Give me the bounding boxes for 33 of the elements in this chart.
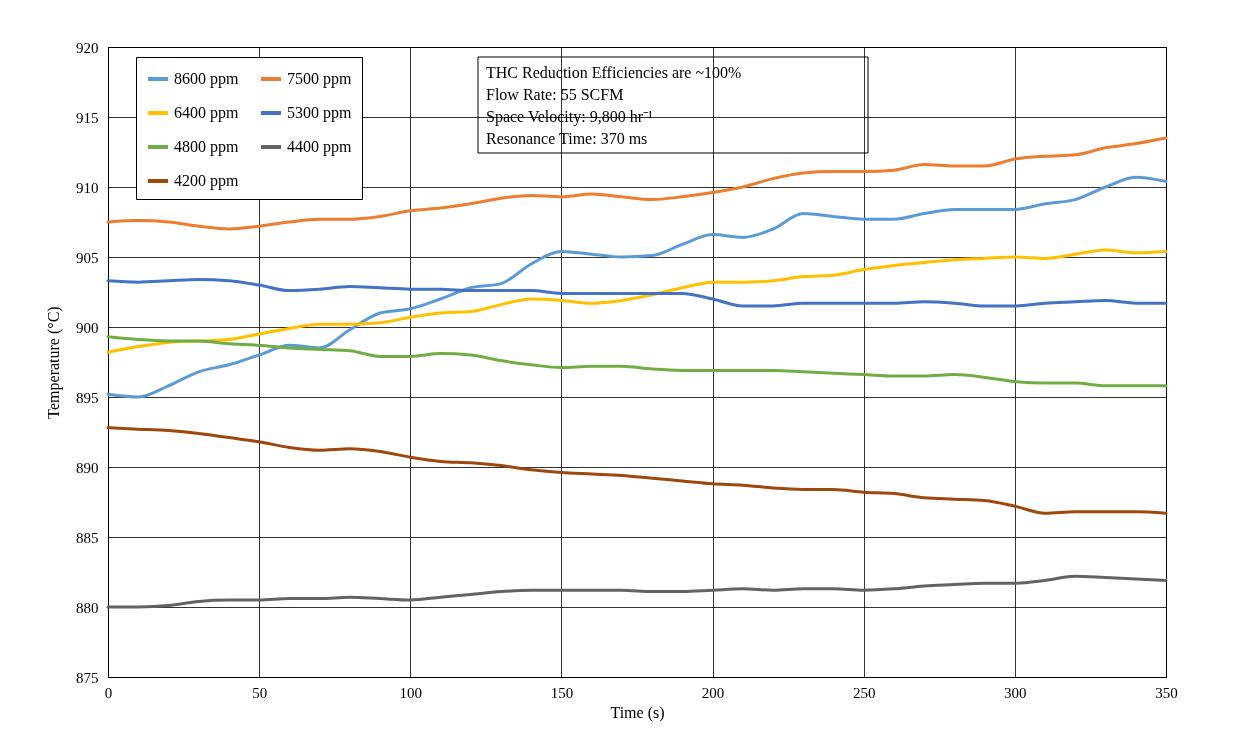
- x-tick-label: 150: [550, 684, 574, 701]
- line-series: [106, 574, 1168, 609]
- line-series: [106, 248, 1168, 354]
- x-tick-label: 350: [1155, 684, 1178, 701]
- y-tick-label: 915: [76, 109, 99, 126]
- legend-label: 4200 ppm: [174, 172, 239, 190]
- y-tick-label: 905: [76, 249, 99, 266]
- x-tick-label: 100: [399, 684, 423, 701]
- line-series: [106, 426, 1168, 515]
- x-tick-label: 300: [1004, 684, 1027, 701]
- line-series: [106, 175, 1168, 399]
- x-tick-label: 250: [852, 684, 876, 701]
- legend-label: 8600 ppm: [174, 70, 239, 88]
- x-tick-label: 50: [252, 684, 268, 701]
- line-series: [106, 335, 1168, 388]
- y-tick-label: 895: [76, 389, 99, 406]
- y-axis-title: Temperature (°C): [45, 306, 63, 419]
- legend-label: 7500 ppm: [287, 70, 352, 88]
- legend-label: 4400 ppm: [287, 138, 352, 156]
- legend-label: 5300 ppm: [287, 104, 352, 122]
- x-axis-title: Time (s): [610, 703, 665, 722]
- y-tick-label: 910: [76, 179, 99, 196]
- legend-label: 6400 ppm: [174, 104, 239, 122]
- legend-label: 4800 ppm: [174, 138, 239, 156]
- x-tick-label: 200: [701, 684, 725, 701]
- y-tick-label: 880: [76, 599, 99, 616]
- y-tick-label: 920: [76, 39, 99, 56]
- line-series: [106, 277, 1168, 308]
- x-tick-label: 0: [104, 684, 113, 701]
- y-tick-label: 875: [76, 669, 99, 686]
- y-tick-label: 900: [76, 319, 99, 336]
- y-tick-label: 890: [76, 459, 99, 476]
- y-tick-label: 885: [76, 529, 99, 546]
